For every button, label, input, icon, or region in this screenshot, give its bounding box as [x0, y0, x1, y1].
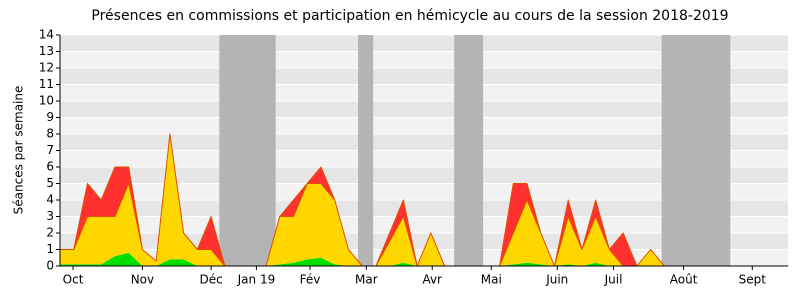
shaded-range [661, 35, 731, 266]
y-tick-label: 9 [46, 110, 54, 124]
y-tick-label: 3 [46, 209, 54, 223]
y-tick-label: 6 [46, 160, 54, 174]
x-tick-label: Juin [545, 273, 568, 287]
x-tick-label: Jan 19 [237, 273, 276, 287]
y-tick-label: 2 [46, 226, 54, 240]
x-tick-label: Déc [199, 273, 222, 287]
x-tick-label: Oct [63, 273, 84, 287]
x-tick-label: Juil [604, 273, 623, 287]
y-tick-label: 10 [39, 94, 54, 108]
x-tick-label: Mai [481, 273, 502, 287]
y-tick-label: 11 [39, 77, 54, 91]
y-tick-label: 4 [46, 193, 54, 207]
y-tick-label: 13 [39, 44, 54, 58]
chart-title: Présences en commissions et participatio… [91, 8, 728, 24]
shaded-range [358, 35, 374, 266]
y-tick-label: 8 [46, 127, 54, 141]
shaded-range [454, 35, 484, 266]
y-tick-label: 1 [46, 242, 54, 256]
x-tick-label: Avr [422, 273, 442, 287]
x-tick-label: Mar [355, 273, 378, 287]
x-tick-label: Nov [131, 273, 154, 287]
x-tick-label: Fév [300, 273, 321, 287]
y-tick-label: 0 [46, 259, 54, 273]
x-tick-label: Sept [739, 273, 767, 287]
y-tick-label: 14 [39, 28, 54, 42]
area [60, 134, 788, 266]
y-tick-label: 12 [39, 61, 54, 75]
y-tick-label: 5 [46, 176, 54, 190]
y-tick-label: 7 [46, 143, 54, 157]
area [60, 252, 788, 266]
shaded-range [219, 35, 276, 266]
y-axis-label: Séances par semaine [12, 86, 26, 215]
x-tick-label: Août [670, 273, 698, 287]
